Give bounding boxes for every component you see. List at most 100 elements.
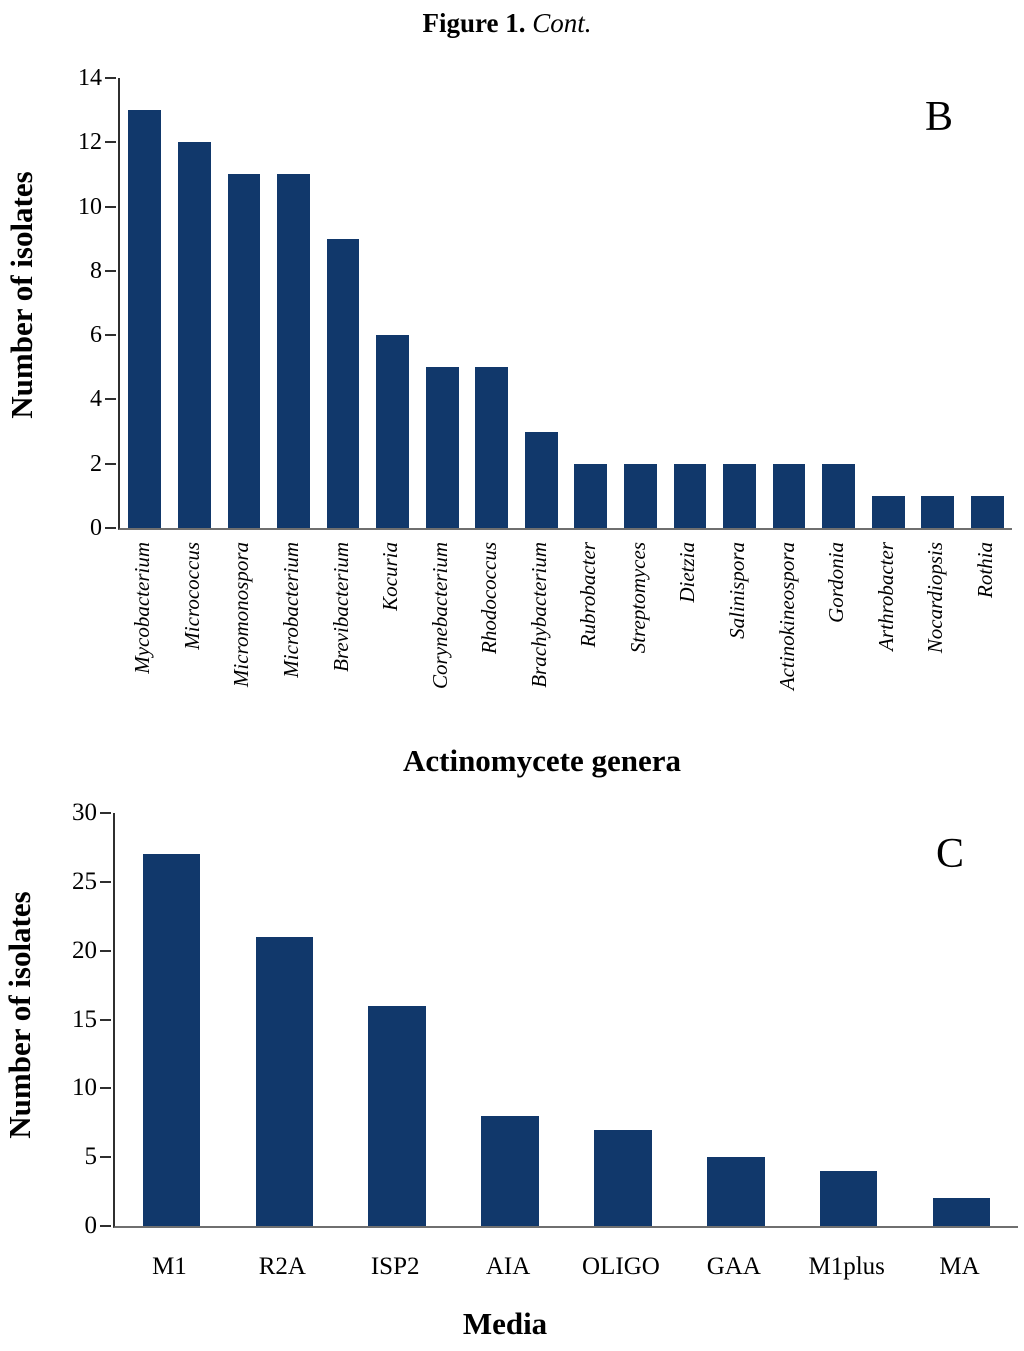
y-axis-title: Number of isolates bbox=[4, 171, 39, 419]
x-category-label-R2A: R2A bbox=[258, 1253, 306, 1280]
bar-slot-MA bbox=[905, 813, 1018, 1226]
x-category-label-Salinispora: Salinispora bbox=[725, 542, 750, 639]
x-label-slot: Brevibacterium bbox=[316, 542, 366, 742]
bar-M1 bbox=[142, 854, 201, 1226]
x-category-label-Actinokineospora: Actinokineospora bbox=[774, 542, 799, 691]
plot-area-b: 0 2 4 6 8 10 12 14 bbox=[78, 65, 1012, 541]
bar-Gordonia bbox=[822, 463, 855, 528]
bar-slot-Brachybacterium bbox=[517, 78, 567, 528]
bar-R2A bbox=[255, 936, 314, 1226]
x-label-slot: OLIGO bbox=[565, 1253, 678, 1287]
x-label-slot: AIA bbox=[452, 1253, 565, 1287]
bar-Microbacterium bbox=[277, 174, 310, 528]
x-category-label-M1: M1 bbox=[152, 1253, 187, 1280]
y-tick-mark bbox=[105, 141, 116, 144]
y-tick-label: 10 bbox=[72, 1074, 97, 1102]
x-category-label-Streptomyces: Streptomyces bbox=[625, 542, 650, 654]
bar-Mycobacterium bbox=[128, 110, 162, 528]
y-tick-mark bbox=[100, 1225, 111, 1227]
bar-slot-Micrococcus bbox=[170, 78, 220, 528]
bar-slot-Rothia bbox=[963, 78, 1013, 528]
x-label-slot: GAA bbox=[677, 1253, 790, 1287]
bar-slot-Rhodococcus bbox=[467, 78, 517, 528]
bar-Rhodococcus bbox=[475, 367, 509, 528]
y-tick-label: 14 bbox=[78, 65, 102, 91]
bar-slot-AIA bbox=[454, 813, 567, 1226]
x-category-label-Nocardiopsis: Nocardiopsis bbox=[923, 542, 948, 654]
bar-MA bbox=[932, 1198, 991, 1226]
bar-Nocardiopsis bbox=[921, 495, 955, 528]
x-label-slot: Mycobacterium bbox=[118, 542, 168, 742]
figure-title-suffix: Cont. bbox=[532, 8, 592, 38]
bar-series bbox=[120, 78, 1012, 528]
x-category-label-Corynebacterium: Corynebacterium bbox=[427, 542, 452, 689]
x-category-label-Brachybacterium: Brachybacterium bbox=[526, 542, 551, 688]
x-category-label-Mycobacterium: Mycobacterium bbox=[130, 542, 155, 674]
bar-slot-Brevibacterium bbox=[318, 78, 368, 528]
y-tick-label: 12 bbox=[78, 129, 102, 156]
y-tick-label: 10 bbox=[78, 193, 102, 220]
y-tick-label: 15 bbox=[72, 1005, 97, 1033]
bar-Actinokineospora bbox=[772, 463, 806, 528]
bar-Micrococcus bbox=[177, 142, 211, 528]
bar-Streptomyces bbox=[624, 463, 657, 528]
bar-slot-R2A bbox=[228, 813, 341, 1226]
y-tick-mark bbox=[100, 1018, 111, 1021]
x-label-slot: Streptomyces bbox=[614, 542, 664, 742]
y-tick-mark bbox=[105, 527, 116, 529]
x-label-slot: Arthrobacter bbox=[861, 542, 911, 742]
x-axis-title: Media bbox=[462, 1306, 548, 1341]
x-category-label-Microbacterium: Microbacterium bbox=[278, 542, 303, 678]
bar-ISP2 bbox=[368, 1005, 426, 1226]
x-label-slot: M1 bbox=[113, 1253, 226, 1287]
panel-letter-b: B bbox=[925, 94, 954, 140]
bar-slot-Micromonospora bbox=[219, 78, 269, 528]
y-tick-label: 6 bbox=[90, 322, 102, 349]
bar-slot-Actinokineospora bbox=[764, 78, 814, 528]
x-label-slot: Rubrobacter bbox=[564, 542, 614, 742]
x-label-slot: Kocuria bbox=[366, 542, 416, 742]
bar-slot-Salinispora bbox=[715, 78, 765, 528]
y-tick-label: 0 bbox=[84, 1212, 98, 1239]
bar-slot-Dietzia bbox=[665, 78, 715, 528]
bar-slot-Gordonia bbox=[814, 78, 864, 528]
x-category-label-Micrococcus: Micrococcus bbox=[179, 542, 204, 650]
x-category-label-Brevibacterium: Brevibacterium bbox=[328, 542, 353, 672]
x-label-slot: Rothia bbox=[961, 542, 1011, 742]
y-tick-mark bbox=[105, 77, 116, 79]
x-axis-category-labels: Mycobacterium Micrococcus Micromonospora Mi… bbox=[118, 542, 1010, 742]
y-tick-mark bbox=[100, 1087, 111, 1090]
y-tick-mark bbox=[105, 205, 116, 208]
bar-slot-Microbacterium bbox=[269, 78, 319, 528]
x-label-slot: Salinispora bbox=[713, 542, 763, 742]
x-category-label-Rubrobacter: Rubrobacter bbox=[576, 542, 601, 648]
x-category-label-Gordonia: Gordonia bbox=[824, 542, 849, 623]
bar-slot-Kocuria bbox=[368, 78, 418, 528]
bar-slot-Rubrobacter bbox=[566, 78, 616, 528]
bar-Rubrobacter bbox=[574, 463, 608, 528]
bar-slot-ISP2 bbox=[341, 813, 454, 1226]
bar-Micromonospora bbox=[227, 174, 261, 528]
x-category-label-Kocuria: Kocuria bbox=[378, 542, 403, 611]
bar-Brachybacterium bbox=[524, 431, 558, 528]
bar-slot-M1plus bbox=[792, 813, 905, 1226]
bar-Rothia bbox=[970, 495, 1004, 528]
x-label-slot: Micromonospora bbox=[217, 542, 267, 742]
x-category-label-M1plus: M1plus bbox=[808, 1253, 885, 1280]
x-category-label-ISP2: ISP2 bbox=[370, 1253, 420, 1280]
bar-slot-OLIGO bbox=[567, 813, 680, 1226]
bar-slot-Corynebacterium bbox=[417, 78, 467, 528]
plot-area-c: 0 5 10 15 20 25 30 bbox=[72, 799, 1018, 1239]
bar-GAA bbox=[707, 1157, 765, 1226]
x-label-slot: Microbacterium bbox=[267, 542, 317, 742]
bar-slot-GAA bbox=[679, 813, 792, 1226]
y-tick-label: 30 bbox=[72, 799, 97, 826]
bar-OLIGO bbox=[594, 1129, 652, 1226]
bar-slot-Arthrobacter bbox=[863, 78, 913, 528]
figure-title-prefix: Figure 1. bbox=[422, 8, 526, 38]
bar-Brevibacterium bbox=[326, 238, 360, 528]
x-category-label-AIA: AIA bbox=[485, 1253, 531, 1280]
x-label-slot: ISP2 bbox=[339, 1253, 452, 1287]
y-tick-label: 0 bbox=[90, 515, 102, 541]
y-tick-label: 4 bbox=[90, 386, 102, 413]
